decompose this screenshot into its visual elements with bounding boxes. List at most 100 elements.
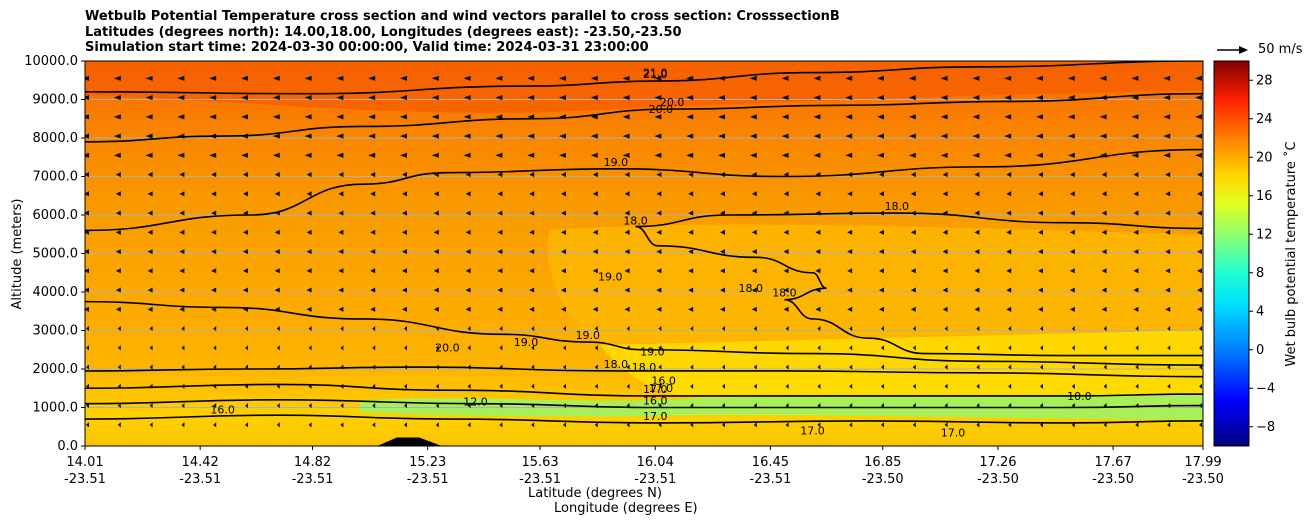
wind-arrow xyxy=(1167,345,1171,351)
wind-arrow xyxy=(783,191,789,197)
wind-arrow xyxy=(976,325,980,332)
quiver-key xyxy=(1217,46,1248,54)
wind-arrow xyxy=(944,345,948,351)
wind-arrow xyxy=(147,287,153,293)
wind-arrow xyxy=(181,364,185,370)
x-tick-label-lon: -23.51 xyxy=(292,472,334,487)
wind-arrow xyxy=(402,248,407,255)
wind-arrow xyxy=(912,422,916,428)
wind-arrow xyxy=(1038,287,1043,293)
wind-arrow xyxy=(145,152,153,158)
wind-arrow xyxy=(624,248,630,255)
wind-arrow xyxy=(1165,171,1171,178)
wind-arrow xyxy=(1006,287,1012,293)
wind-arrow xyxy=(656,287,662,293)
wind-arrow xyxy=(813,94,821,101)
wind-arrow xyxy=(658,364,662,370)
x-tick-label-lat: 16.04 xyxy=(637,455,674,470)
wind-arrow xyxy=(944,383,948,389)
wind-arrow xyxy=(117,364,121,370)
title-line-2: Latitudes (degrees north): 14.00,18.00, … xyxy=(85,24,682,40)
contour-annotation: 17.0 xyxy=(800,424,825,437)
wind-arrow xyxy=(563,422,566,428)
wind-arrow xyxy=(115,210,121,216)
wind-arrow xyxy=(338,306,344,312)
wind-arrow xyxy=(622,114,630,120)
wind-arrow xyxy=(688,306,694,312)
wind-arrow xyxy=(1004,114,1012,120)
wind-arrow xyxy=(592,171,598,178)
wind-arrow xyxy=(85,248,89,255)
wind-arrow xyxy=(209,94,217,101)
wind-arrow xyxy=(1133,210,1139,216)
wind-arrow xyxy=(877,133,884,139)
wind-arrow xyxy=(435,402,439,409)
wind-arrow xyxy=(304,94,312,101)
wind-arrow xyxy=(815,268,821,274)
wind-arrow xyxy=(849,345,853,351)
wind-arrow xyxy=(274,248,280,255)
wind-arrow xyxy=(879,306,884,312)
colorbar-tick-label: 28 xyxy=(1256,73,1273,88)
wind-arrow xyxy=(877,94,884,101)
wind-arrow xyxy=(147,248,153,255)
wind-arrow xyxy=(1103,325,1107,332)
contour-line xyxy=(85,414,1203,424)
wind-arrow xyxy=(497,268,503,274)
wind-arrow xyxy=(1099,75,1107,81)
wind-arrow xyxy=(368,133,376,139)
wind-arrow xyxy=(561,248,566,255)
wind-arrow xyxy=(559,133,566,139)
wind-arrow xyxy=(1006,268,1012,274)
contour-annotation: 16.0 xyxy=(210,403,235,416)
wind-arrow xyxy=(115,287,121,293)
x-tick-label-lat: 17.26 xyxy=(979,455,1016,470)
wind-arrow xyxy=(1101,268,1107,274)
wind-arrow xyxy=(781,133,789,139)
wind-arrow xyxy=(402,306,407,312)
wind-arrow xyxy=(338,268,344,274)
wind-arrow xyxy=(276,422,280,428)
wind-arrow xyxy=(1004,94,1012,101)
y-tick-label: 5000.0 xyxy=(33,247,79,262)
wind-arrow xyxy=(1008,364,1012,370)
wind-arrow xyxy=(1103,345,1107,351)
wind-arrow xyxy=(115,171,121,178)
contour-label: 19.0 xyxy=(604,156,629,169)
wind-arrow xyxy=(527,75,535,81)
wind-arrow xyxy=(976,383,980,389)
wind-arrow xyxy=(213,325,217,332)
wind-arrow xyxy=(1165,306,1171,312)
wind-arrow xyxy=(336,75,344,81)
wind-arrow xyxy=(243,287,248,293)
wind-arrow xyxy=(1038,306,1043,312)
wind-arrow xyxy=(274,191,280,197)
wind-arrow xyxy=(912,325,916,332)
wind-arrow xyxy=(181,422,185,428)
wind-arrow xyxy=(245,325,248,332)
wind-arrow xyxy=(690,364,694,370)
wind-arrow xyxy=(1133,287,1139,293)
wind-arrow xyxy=(1135,345,1139,351)
wind-arrow xyxy=(306,306,312,312)
wind-arrow xyxy=(594,383,598,389)
wind-arrow xyxy=(910,248,916,255)
wind-arrow xyxy=(400,94,407,101)
wind-arrow xyxy=(1008,422,1012,428)
wind-arrow xyxy=(592,210,598,216)
wind-arrow xyxy=(529,191,535,197)
wind-arrow xyxy=(338,248,344,255)
wind-arrow xyxy=(847,191,853,197)
contour-label: 18.0 xyxy=(885,200,910,213)
wind-arrow xyxy=(879,171,884,178)
wind-arrow xyxy=(149,402,153,409)
wind-arrow xyxy=(1099,114,1107,120)
wind-arrow xyxy=(404,422,407,428)
wind-arrow xyxy=(881,422,884,428)
wind-arrow xyxy=(209,114,217,120)
wind-arrow xyxy=(179,171,185,178)
wind-arrow xyxy=(718,133,725,139)
wind-arrow xyxy=(1135,325,1139,332)
wind-arrow xyxy=(974,306,980,312)
